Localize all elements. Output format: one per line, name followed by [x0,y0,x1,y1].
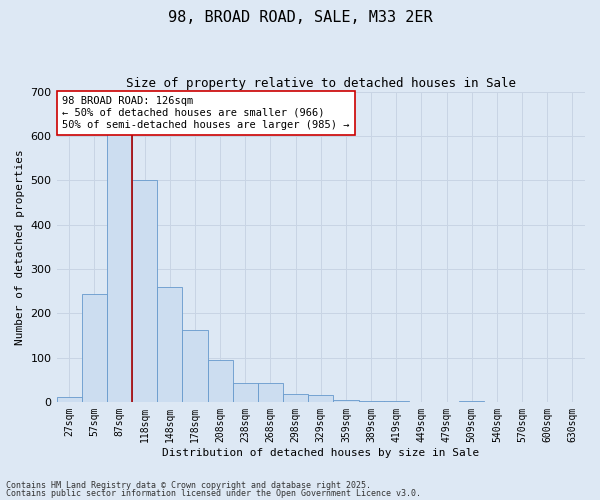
Bar [308,395,334,402]
Bar [107,132,132,402]
Bar [334,400,359,402]
X-axis label: Distribution of detached houses by size in Sale: Distribution of detached houses by size … [162,448,479,458]
Bar [283,394,308,402]
Bar [132,180,157,402]
Text: 98, BROAD ROAD, SALE, M33 2ER: 98, BROAD ROAD, SALE, M33 2ER [167,10,433,25]
Bar [157,286,182,402]
Bar [208,360,233,402]
Bar [258,383,283,402]
Text: Contains HM Land Registry data © Crown copyright and database right 2025.: Contains HM Land Registry data © Crown c… [6,481,371,490]
Bar [56,398,82,402]
Bar [82,294,107,402]
Bar [182,330,208,402]
Bar [233,383,258,402]
Text: 98 BROAD ROAD: 126sqm
← 50% of detached houses are smaller (966)
50% of semi-det: 98 BROAD ROAD: 126sqm ← 50% of detached … [62,96,349,130]
Title: Size of property relative to detached houses in Sale: Size of property relative to detached ho… [126,78,516,90]
Bar [359,400,383,402]
Text: Contains public sector information licensed under the Open Government Licence v3: Contains public sector information licen… [6,488,421,498]
Y-axis label: Number of detached properties: Number of detached properties [15,149,25,344]
